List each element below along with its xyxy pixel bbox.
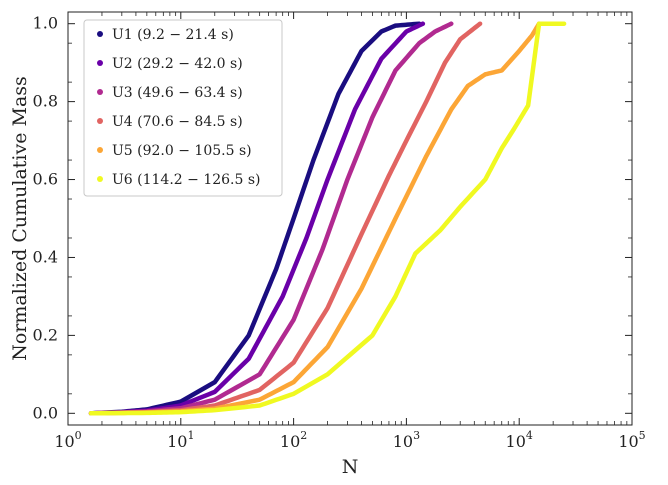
legend-marker-u5 (97, 147, 103, 153)
y-tick-label: 0.8 (33, 92, 58, 111)
legend-label-u3: U3 (49.6 − 63.4 s) (112, 85, 243, 101)
x-tick-label: 100 (54, 429, 81, 451)
plot-frame (67, 11, 633, 426)
legend-label-u4: U4 (70.6 − 84.5 s) (112, 114, 243, 130)
y-tick-label: 0.0 (33, 403, 58, 422)
legend-marker-u4 (97, 118, 103, 124)
y-tick-label: 0.2 (33, 325, 58, 344)
ticks-layer: 100 101 102 103 104 105 0.0 0.2 0.4 0.6 0.8 1.0 (33, 12, 646, 451)
y-axis-label: Normalized Cumulative Mass (9, 76, 31, 361)
x-tick-label: 101 (167, 429, 194, 451)
series-line-u6 (88, 21, 567, 416)
legend-box (83, 19, 283, 197)
legend-marker-u3 (97, 89, 103, 95)
legend: U1 (9.2 − 21.4 s) U2 (29.2 − 42.0 s) U3 (4… (83, 19, 283, 197)
legend-marker-u2 (97, 60, 103, 66)
legend-label-u2: U2 (29.2 − 42.0 s) (112, 56, 243, 72)
x-tick-label: 105 (618, 429, 645, 451)
legend-label-u5: U5 (92.0 − 105.5 s) (112, 143, 252, 159)
y-tick-label: 1.0 (33, 14, 58, 33)
legend-marker-u6 (97, 176, 103, 182)
y-tick-label: 0.6 (33, 170, 58, 189)
x-tick-label: 104 (506, 429, 533, 451)
legend-label-u1: U1 (9.2 − 21.4 s) (112, 27, 234, 43)
y-tick-label: 0.4 (33, 247, 58, 266)
legend-marker-u1 (97, 31, 103, 37)
legend-entries: U1 (9.2 − 21.4 s) U2 (29.2 − 42.0 s) U3 (4… (97, 27, 261, 188)
legend-label-u6: U6 (114.2 − 126.5 s) (112, 172, 261, 188)
x-tick-label: 103 (393, 429, 420, 451)
x-axis-label: N (342, 456, 359, 478)
series-layer (88, 21, 567, 416)
x-tick-label: 102 (280, 429, 307, 451)
